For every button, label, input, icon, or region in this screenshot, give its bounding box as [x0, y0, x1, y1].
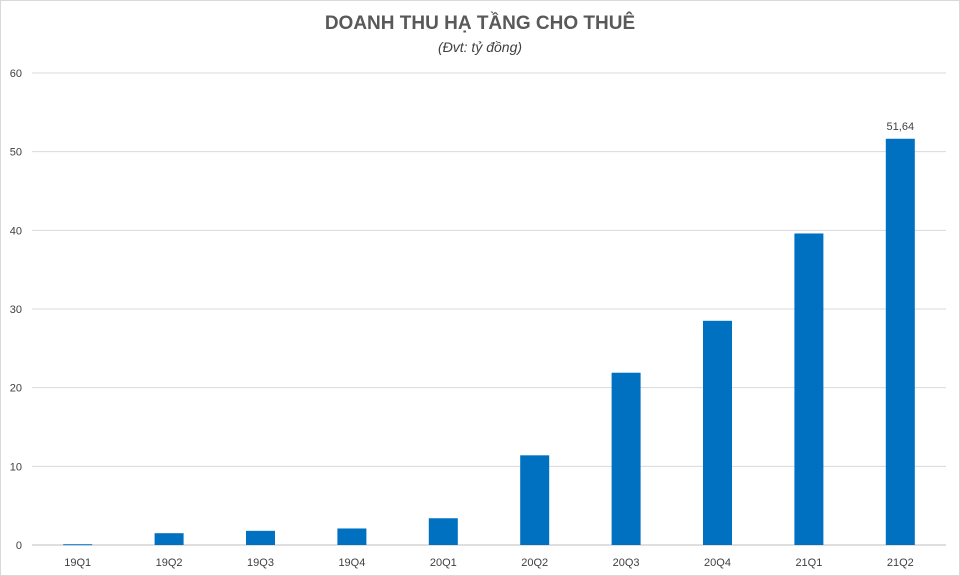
- bar: [63, 544, 93, 546]
- x-tick-label: 20Q1: [430, 557, 457, 569]
- bar: [885, 138, 915, 546]
- x-tick-label: 20Q2: [521, 557, 548, 569]
- bar: [520, 455, 550, 545]
- bar: [154, 533, 184, 545]
- y-tick-label: 60: [10, 68, 22, 80]
- x-tick-label: 19Q2: [156, 557, 183, 569]
- chart-subtitle: (Đvt: tỷ đồng): [437, 39, 523, 55]
- x-tick-label: 20Q4: [704, 557, 731, 569]
- bar: [611, 372, 641, 545]
- chart-title: DOANH THU HẠ TẦNG CHO THUÊ: [324, 13, 636, 34]
- y-tick-label: 20: [10, 383, 22, 395]
- x-tick-label: 19Q3: [247, 557, 274, 569]
- data-label: 51,64: [887, 121, 915, 133]
- bar: [246, 530, 275, 545]
- x-tick-label: 21Q1: [795, 557, 822, 569]
- bar: [428, 518, 458, 545]
- y-tick-label: 0: [16, 540, 22, 552]
- x-tick-label: 21Q2: [887, 557, 914, 569]
- x-tick-label: 19Q1: [64, 557, 91, 569]
- bar: [337, 528, 367, 545]
- x-tick-label: 20Q3: [613, 557, 640, 569]
- y-tick-label: 40: [10, 225, 22, 237]
- x-tick-label: 19Q4: [338, 557, 365, 569]
- y-tick-label: 10: [10, 461, 22, 473]
- bar: [703, 320, 732, 545]
- y-tick-label: 30: [10, 304, 22, 316]
- y-tick-label: 50: [10, 147, 22, 159]
- bar: [794, 233, 824, 546]
